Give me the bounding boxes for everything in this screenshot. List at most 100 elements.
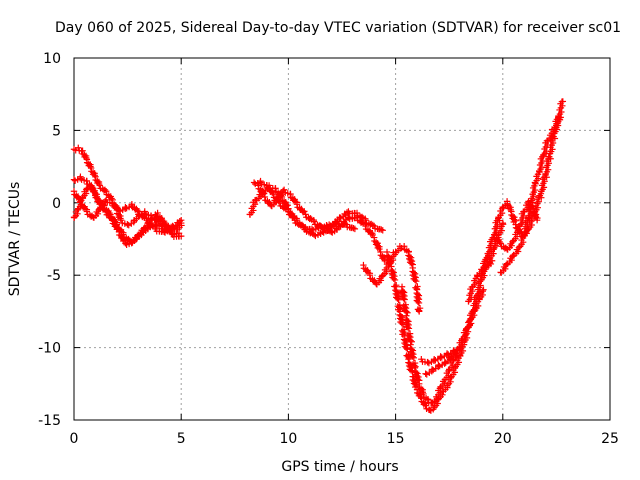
data-points — [70, 98, 567, 414]
data-point — [135, 208, 142, 215]
data-point — [109, 199, 116, 206]
data-point — [302, 211, 309, 218]
data-point — [257, 177, 264, 185]
data-point — [369, 221, 376, 229]
data-point — [441, 358, 449, 366]
data-point — [121, 236, 128, 244]
data-point — [422, 370, 429, 377]
data-point — [414, 298, 422, 305]
x-tick-label: 15 — [387, 431, 405, 447]
data-point — [333, 226, 341, 233]
data-point — [310, 218, 318, 225]
data-point — [178, 216, 185, 224]
data-point — [293, 201, 301, 208]
data-point — [353, 214, 361, 221]
data-point — [124, 221, 131, 228]
series-track-m — [478, 98, 567, 279]
data-point — [350, 224, 357, 232]
data-point — [408, 260, 415, 267]
data-point — [532, 213, 540, 221]
data-point — [101, 186, 109, 193]
data-point — [404, 324, 411, 331]
data-point — [82, 154, 90, 162]
data-point — [390, 275, 397, 282]
data-point — [491, 231, 498, 238]
data-point — [454, 345, 461, 353]
data-point — [557, 114, 564, 121]
data-point — [559, 98, 567, 105]
data-point — [400, 295, 407, 302]
data-point — [415, 308, 423, 315]
data-point — [117, 216, 125, 224]
data-point — [285, 208, 292, 215]
y-tick-label: 0 — [52, 196, 61, 212]
data-point — [102, 208, 110, 215]
series-track-p — [465, 257, 496, 305]
data-point — [480, 286, 487, 293]
data-point — [543, 174, 550, 181]
data-point — [499, 219, 506, 227]
axis-tick-labels: 0 5 10 15 20 25 -15 -10 -5 0 5 10 — [38, 51, 619, 447]
data-point — [301, 208, 308, 215]
data-point — [401, 296, 408, 303]
data-point — [407, 367, 415, 374]
x-tick-label: 20 — [494, 431, 512, 447]
data-point — [75, 144, 82, 151]
data-point — [526, 217, 533, 224]
data-point — [83, 208, 91, 215]
data-point — [404, 309, 411, 316]
series-track-d — [70, 188, 185, 236]
data-point — [394, 295, 401, 302]
data-point — [263, 182, 271, 189]
y-tick-label: -15 — [38, 413, 61, 429]
x-tick-label: 5 — [177, 431, 186, 447]
data-point — [87, 163, 94, 170]
data-point — [366, 272, 374, 279]
chart-title: Day 060 of 2025, Sidereal Day-to-day VTE… — [55, 20, 621, 36]
data-point — [83, 177, 91, 185]
data-point — [409, 353, 416, 360]
data-point — [280, 186, 288, 193]
data-point — [471, 308, 478, 315]
data-point — [497, 240, 504, 247]
data-point — [509, 238, 516, 246]
series-track-n — [497, 114, 564, 276]
data-point — [378, 226, 385, 233]
x-tick-label: 25 — [601, 431, 619, 447]
data-point — [134, 207, 141, 214]
y-axis-title: SDTVAR / TECUs — [7, 182, 23, 297]
data-point — [91, 172, 98, 179]
data-point — [415, 299, 423, 307]
data-point — [411, 276, 419, 284]
data-point — [269, 189, 276, 196]
data-point — [108, 215, 115, 222]
data-point — [479, 287, 486, 295]
data-point — [101, 207, 109, 214]
data-point — [178, 232, 185, 240]
data-point — [74, 206, 81, 214]
data-point — [453, 347, 460, 354]
data-point — [387, 260, 394, 267]
data-point — [422, 402, 429, 409]
data-point — [141, 208, 148, 215]
axis-ticks — [73, 57, 611, 421]
data-point — [410, 354, 418, 361]
data-point — [405, 325, 413, 332]
data-point — [420, 390, 427, 398]
data-point — [408, 338, 415, 345]
data-point — [143, 216, 151, 224]
data-point — [176, 217, 183, 225]
series-track-j — [398, 283, 487, 407]
data-point — [77, 173, 84, 180]
y-tick-label: 5 — [52, 123, 61, 139]
series-track-g — [255, 182, 389, 264]
x-axis-title: GPS time / hours — [281, 459, 398, 475]
data-point — [102, 188, 110, 195]
data-point — [122, 240, 129, 247]
data-point — [96, 182, 103, 189]
y-tick-label: 10 — [43, 51, 61, 67]
y-tick-label: -10 — [38, 341, 61, 357]
data-point — [488, 257, 496, 264]
data-point — [272, 185, 279, 192]
